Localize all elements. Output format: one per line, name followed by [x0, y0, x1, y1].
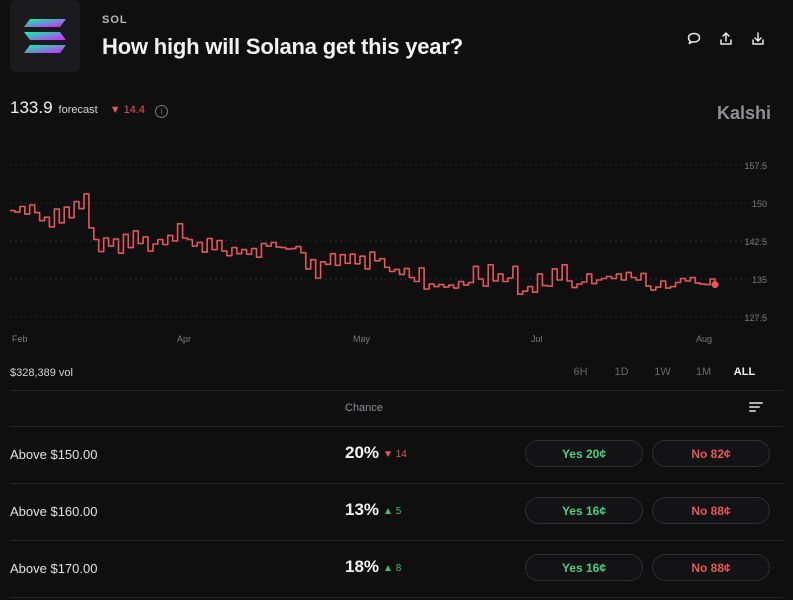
row-chance: 13%	[345, 500, 380, 519]
volume-label: $328,389 vol	[10, 367, 73, 379]
market-row-160[interactable]: Above $160.00 13% ▲ 5 Yes 16¢ No 88¢	[0, 483, 793, 540]
forecast-label: forecast	[58, 104, 98, 116]
divider	[10, 483, 783, 484]
download-icon[interactable]	[749, 30, 767, 48]
range-tabs: 6H 1D 1W 1M ALL	[560, 366, 765, 378]
row-change-value: 8	[395, 563, 402, 574]
row-change-value: 14	[395, 449, 407, 460]
header-actions	[685, 30, 767, 48]
series-line	[10, 193, 716, 295]
share-icon[interactable]	[717, 30, 735, 48]
x-tick-label: Apr	[177, 334, 191, 344]
buy-no-button[interactable]: No 88¢	[652, 554, 770, 581]
row-chance: 20%	[345, 443, 380, 462]
divider	[10, 597, 783, 598]
x-tick-label: Feb	[12, 334, 28, 344]
x-tick-label: Aug	[696, 334, 712, 344]
current-point	[711, 281, 719, 289]
comment-icon[interactable]	[685, 30, 703, 48]
buy-yes-button[interactable]: Yes 16¢	[525, 497, 643, 524]
y-tick-label: 150	[752, 199, 767, 209]
sort-icon[interactable]	[749, 402, 763, 414]
market-title: How high will Solana get this year?	[102, 34, 463, 59]
divider	[10, 390, 783, 391]
market-row-150[interactable]: Above $150.00 20% ▼ 14 Yes 20¢ No 82¢	[0, 426, 793, 483]
forecast-summary: 133.9 forecast ▼ 14.4 i	[10, 98, 169, 118]
y-tick-label: 157.5	[744, 161, 767, 171]
divider	[10, 426, 783, 427]
info-icon[interactable]: i	[155, 105, 169, 118]
price-chart: 127.5 135 142.5 150 157.5 Feb Apr May Jul Aug	[10, 161, 768, 344]
row-chance: 18%	[345, 557, 380, 576]
chance-column-header: Chance	[345, 402, 383, 414]
divider	[10, 540, 783, 541]
solana-logo-icon	[24, 19, 66, 53]
market-row-170[interactable]: Above $170.00 18% ▲ 8 Yes 16¢ No 88¢	[0, 540, 793, 597]
buy-no-button[interactable]: No 88¢	[652, 497, 770, 524]
market-ticker: SOL	[102, 14, 128, 26]
x-tick-label: Jul	[531, 334, 543, 344]
range-tab-1m[interactable]: 1M	[695, 366, 712, 378]
x-tick-label: May	[353, 334, 371, 344]
range-tab-6h[interactable]: 6H	[573, 366, 588, 378]
forecast-delta-value: 14.4	[123, 104, 146, 116]
row-label: Above $160.00	[10, 504, 98, 519]
row-change: ▲ 5	[383, 506, 402, 517]
y-tick-label: 127.5	[744, 313, 767, 323]
forecast-value: 133.9	[10, 98, 53, 117]
row-label: Above $170.00	[10, 561, 98, 576]
range-tab-1d[interactable]: 1D	[614, 366, 629, 378]
y-tick-label: 142.5	[744, 237, 767, 247]
range-tab-all[interactable]: ALL	[733, 366, 756, 378]
forecast-delta: ▼ 14.4	[109, 104, 146, 116]
buy-yes-button[interactable]: Yes 20¢	[525, 440, 643, 467]
range-tab-1w[interactable]: 1W	[654, 366, 671, 378]
row-change: ▼ 14	[383, 449, 407, 460]
row-label: Above $150.00	[10, 447, 98, 462]
y-tick-label: 135	[752, 275, 767, 285]
solana-logo	[10, 0, 80, 72]
row-change-value: 5	[395, 506, 402, 517]
buy-yes-button[interactable]: Yes 16¢	[525, 554, 643, 581]
row-change: ▲ 8	[383, 563, 402, 574]
kalshi-brand: Kalshi	[716, 103, 771, 123]
buy-no-button[interactable]: No 82¢	[652, 440, 770, 467]
